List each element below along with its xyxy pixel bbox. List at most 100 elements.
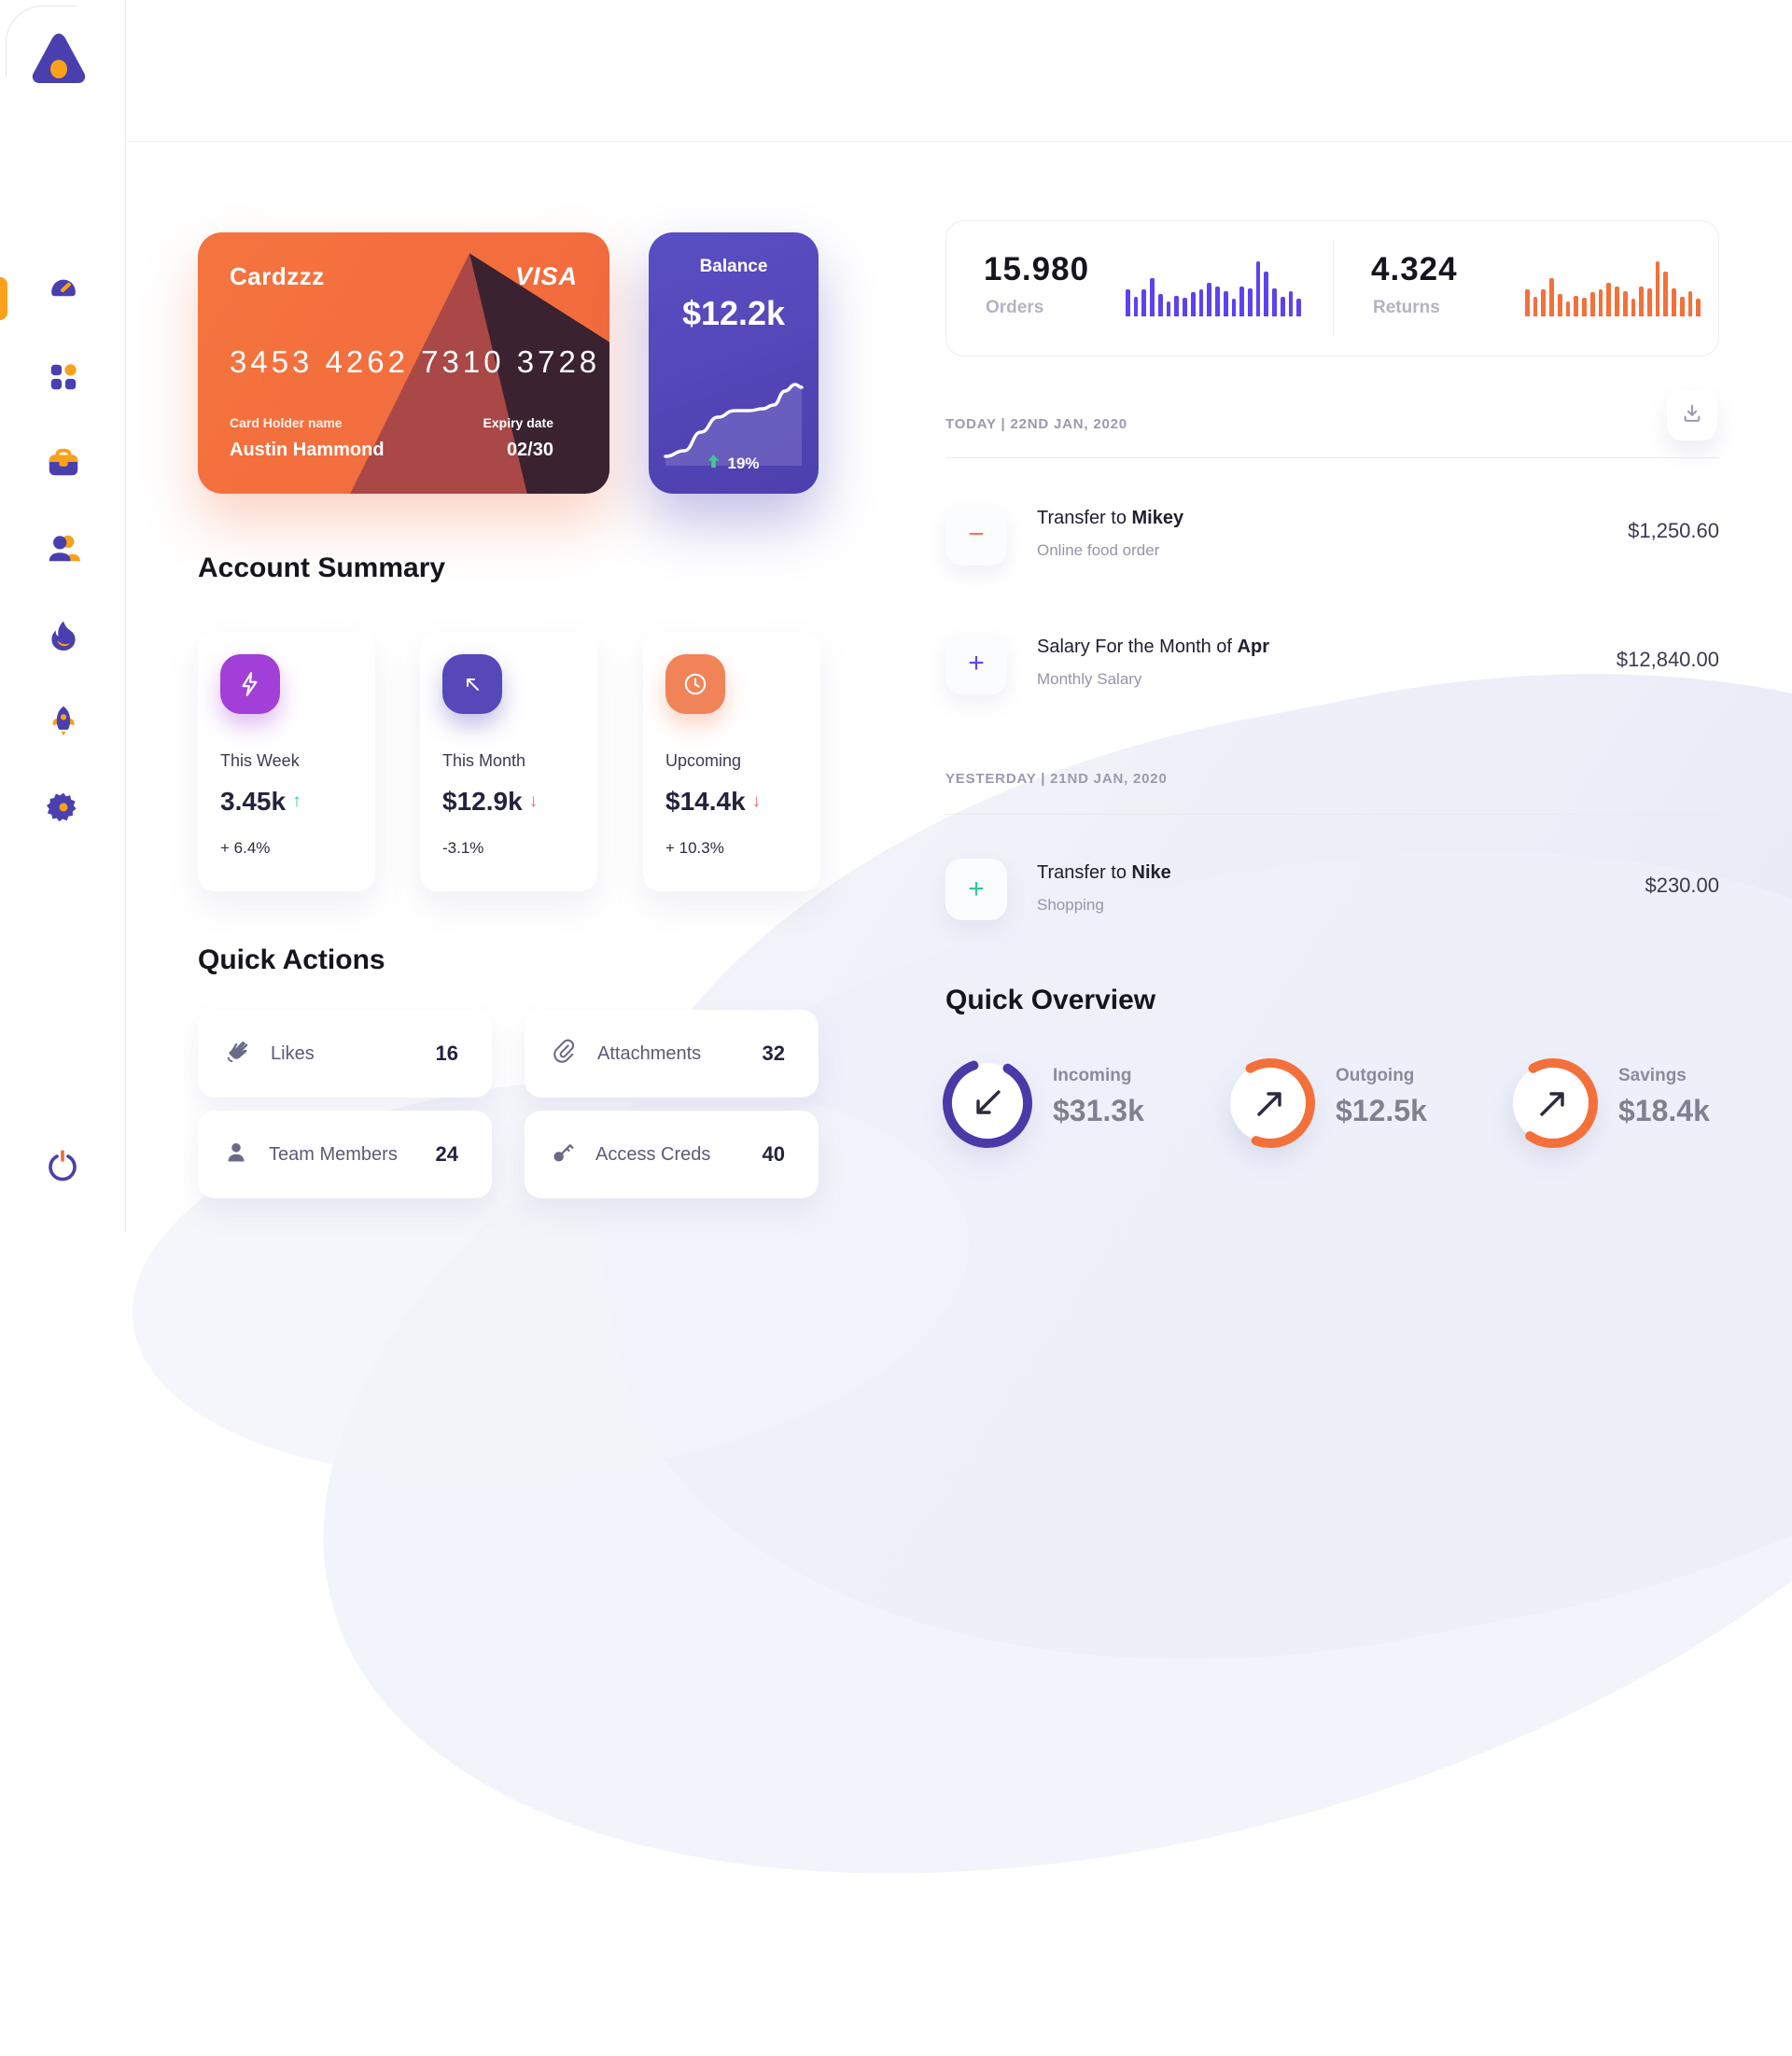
orders-label: Orders <box>986 298 1044 317</box>
summary-delta: -3.1% <box>442 839 484 857</box>
sidebar-item-apps[interactable] <box>45 360 82 398</box>
arrow-up-right-icon <box>1257 1092 1281 1116</box>
incoming-progress-ring <box>941 1056 1034 1150</box>
transaction-amount: $12,840.00 <box>1616 648 1719 671</box>
account-summary-title: Account Summary <box>198 552 446 583</box>
quick-action-count: 40 <box>762 1142 785 1166</box>
summary-value: $14.4k ↓ <box>665 787 762 816</box>
rounded-corner-frame <box>6 6 77 77</box>
quick-actions-title: Quick Actions <box>198 944 385 975</box>
key-icon <box>551 1140 575 1169</box>
summary-label: Upcoming <box>665 751 742 770</box>
transaction-row[interactable]: + Salary For the Month of Apr Monthly Sa… <box>945 633 1719 694</box>
quick-action-count: 24 <box>435 1142 458 1166</box>
transaction-row[interactable]: − Transfer to Mikey Online food order $1… <box>945 504 1719 566</box>
balance-label: Balance <box>699 257 768 276</box>
logout-power-button[interactable] <box>45 1148 80 1183</box>
sidebar-item-trending[interactable] <box>45 618 82 655</box>
orders-bar-chart <box>1126 259 1302 316</box>
quick-action-attachments[interactable]: Attachments 32 <box>525 1010 819 1098</box>
quick-action-label: Likes <box>271 1042 315 1064</box>
returns-bar-chart <box>1525 259 1701 316</box>
arrow-up-icon <box>707 455 720 473</box>
grid-icon <box>48 361 79 398</box>
flame-icon <box>47 618 80 656</box>
speedometer-icon <box>46 273 81 314</box>
visa-logo: VISA <box>514 262 578 290</box>
summary-value: $12.9k ↓ <box>442 787 539 816</box>
minus-transaction-icon: − <box>945 504 1007 566</box>
orders-value: 15.980 <box>984 251 1090 287</box>
summary-label: This Week <box>220 751 300 770</box>
transaction-title: Salary For the Month of Apr <box>1037 636 1269 657</box>
savings-value: $18.4k <box>1618 1094 1710 1127</box>
sidebar-item-members[interactable] <box>45 532 82 569</box>
balance-value: $12.2k <box>681 294 786 332</box>
quick-action-label: Team Members <box>269 1143 398 1165</box>
quick-action-label: Attachments <box>597 1042 702 1064</box>
summary-label: This Month <box>442 751 526 770</box>
sidebar-item-launch[interactable] <box>45 704 82 741</box>
active-nav-indicator <box>0 277 7 320</box>
transaction-amount: $230.00 <box>1645 874 1719 897</box>
download-button[interactable] <box>1667 390 1717 441</box>
incoming-value: $31.3k <box>1053 1094 1144 1127</box>
summary-card-upcoming[interactable]: Upcoming $14.4k ↓ + 10.3% <box>643 632 820 891</box>
sidebar-item-dashboard[interactable] <box>45 274 82 312</box>
arrow-up-left-icon <box>442 654 502 714</box>
quick-action-likes[interactable]: Likes 16 <box>198 1010 492 1098</box>
today-date-header: TODAY | 22ND JAN, 2020 <box>945 416 1127 432</box>
outgoing-value: $12.5k <box>1336 1094 1427 1127</box>
download-icon <box>1681 402 1703 429</box>
incoming-label: Incoming <box>1053 1066 1132 1085</box>
expiry-date: 02/30 <box>506 440 553 460</box>
card-holder-name: Austin Hammond <box>230 440 385 460</box>
quick-action-label: Access Creds <box>595 1143 711 1165</box>
arrow-down-left-icon <box>976 1090 1001 1114</box>
sidebar-item-settings[interactable] <box>45 790 82 827</box>
card-holder-label: Card Holder name <box>230 415 343 430</box>
expiry-label: Expiry date <box>483 415 553 430</box>
clap-icon <box>224 1039 250 1070</box>
paperclip-icon <box>551 1039 577 1070</box>
trend-down-icon: ↓ <box>751 791 762 811</box>
transaction-title: Transfer to Mikey <box>1037 508 1184 528</box>
lightning-icon <box>220 654 280 714</box>
summary-card-this-month[interactable]: This Month $12.9k ↓ -3.1% <box>420 632 597 891</box>
card-number: 3453 4262 7310 3728 <box>230 344 601 379</box>
savings-progress-ring <box>1506 1056 1600 1150</box>
transaction-amount: $1,250.60 <box>1628 519 1719 542</box>
plus-transaction-icon: + <box>945 633 1007 694</box>
transaction-row[interactable]: + Transfer to Nike Shopping $230.00 <box>945 859 1719 920</box>
outgoing-label: Outgoing <box>1336 1066 1415 1085</box>
header <box>127 0 1792 142</box>
returns-value: 4.324 <box>1371 251 1458 287</box>
sidebar <box>0 0 126 1232</box>
rocket-icon <box>47 704 80 742</box>
transaction-subtitle: Monthly Salary <box>1037 670 1142 688</box>
summary-delta: + 10.3% <box>665 839 724 857</box>
quick-action-count: 16 <box>435 1042 458 1065</box>
sidebar-item-portfolio[interactable] <box>45 446 82 483</box>
balance-card[interactable]: Balance $12.2k 19% <box>649 232 819 494</box>
transaction-title: Transfer to Nike <box>1037 862 1171 883</box>
summary-card-this-week[interactable]: This Week 3.45k ↑ + 6.4% <box>198 632 375 891</box>
gear-icon <box>46 790 80 828</box>
balance-sparkline-chart <box>660 352 807 470</box>
quick-overview-title: Quick Overview <box>945 985 1156 1015</box>
arrow-up-right-icon <box>1540 1092 1564 1116</box>
users-icon <box>46 531 81 571</box>
briefcase-icon <box>46 445 81 485</box>
transaction-subtitle: Online food order <box>1037 541 1160 559</box>
card-nickname: Cardzzz <box>230 262 325 290</box>
divider <box>945 457 1719 458</box>
returns-label: Returns <box>1373 298 1440 317</box>
summary-value: 3.45k ↑ <box>220 787 301 816</box>
quick-action-team-members[interactable]: Team Members 24 <box>198 1111 492 1198</box>
balance-change-pct: 19% <box>727 455 760 472</box>
member-icon <box>224 1140 248 1169</box>
trend-down-icon: ↓ <box>528 791 539 811</box>
quick-action-access-creds[interactable]: Access Creds 40 <box>525 1111 819 1198</box>
clock-icon <box>665 654 725 714</box>
credit-card[interactable]: Cardzzz VISA 3453 4262 7310 3728 Card Ho… <box>198 232 609 494</box>
